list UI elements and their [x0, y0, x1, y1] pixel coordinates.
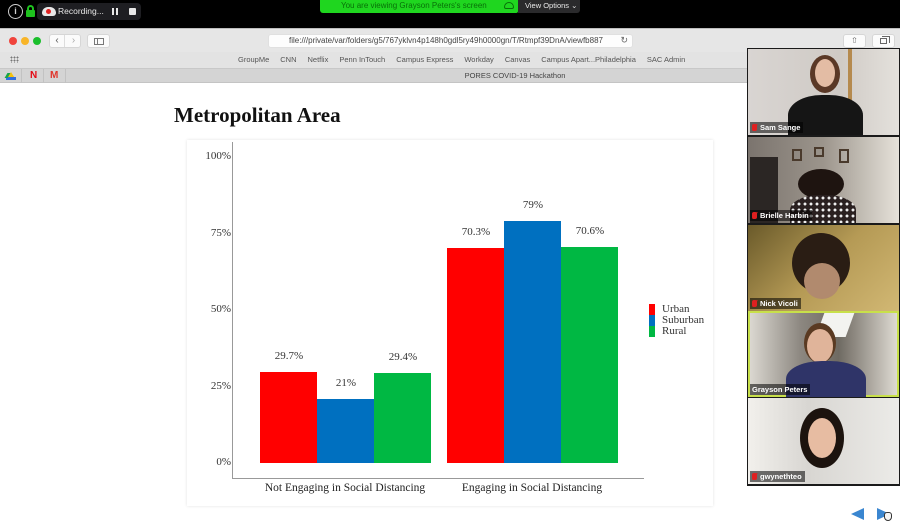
meeting-info-icon[interactable]: i	[8, 4, 23, 19]
netflix-icon: N	[30, 70, 38, 81]
nav-buttons: ‹ ›	[49, 34, 81, 48]
legend-label-rural: Rural	[662, 325, 687, 337]
sidebar-icon	[94, 38, 104, 45]
pause-recording-button[interactable]	[112, 8, 118, 15]
bar-label: 29.4%	[388, 351, 418, 364]
video-tile-grayson-peters[interactable]: Grayson Peters	[748, 311, 899, 397]
cloud-icon	[504, 2, 514, 9]
bar-rural-not-engaging	[374, 373, 431, 463]
participant-name: Brielle Harbin	[750, 210, 812, 221]
view-options-label: View Options ⌄	[525, 1, 578, 10]
pinned-tab-google-drive[interactable]	[0, 69, 22, 83]
bar-label: 70.6%	[575, 224, 605, 237]
previous-page-arrow-icon[interactable]	[851, 508, 864, 520]
reload-icon[interactable]: ↻	[620, 35, 628, 45]
sidebar-toggle-button[interactable]	[87, 34, 110, 48]
address-bar[interactable]: file:///private/var/folders/g5/767yklvn4…	[268, 34, 633, 48]
bookmark-canvas[interactable]: Canvas	[504, 55, 531, 64]
bookmark-groupme[interactable]: GroupMe	[238, 55, 270, 64]
bar-suburban-engaging	[504, 221, 561, 463]
encryption-lock-icon[interactable]	[26, 5, 35, 17]
muted-mic-icon	[752, 124, 757, 131]
legend-label-suburban: Suburban	[662, 314, 705, 326]
y-tick-100: 100%	[205, 150, 231, 162]
pinned-tab-netflix[interactable]: N	[22, 69, 44, 83]
video-tile-brielle-harbin[interactable]: Brielle Harbin	[748, 137, 899, 223]
participant-name: Sam Sange	[750, 122, 804, 133]
bookmarks-list: GroupMe CNN Netflix Penn InTouch Campus …	[238, 55, 696, 64]
browser-toolbar: ‹ › file:///private/var/folders/g5/767yk…	[0, 28, 900, 52]
recording-indicator: Recording...	[37, 3, 141, 20]
close-window-button[interactable]	[9, 37, 17, 45]
forward-button[interactable]: ›	[71, 35, 76, 46]
back-button[interactable]: ‹	[50, 35, 65, 47]
video-tile-sam-sange[interactable]: Sam Sange	[748, 49, 899, 135]
legend-swatch-urban	[649, 304, 655, 315]
zoom-top-bar: i Recording... You are viewing Grayson P…	[0, 0, 900, 28]
stop-recording-button[interactable]	[129, 8, 136, 15]
muted-mic-icon	[752, 300, 757, 307]
participant-name: Nick Vicoli	[750, 298, 801, 309]
bookmark-netflix[interactable]: Netflix	[307, 55, 329, 64]
y-axis	[232, 142, 233, 478]
muted-mic-icon	[752, 473, 757, 480]
page-title: Metropolitan Area	[174, 103, 341, 127]
y-tick-0: 0%	[216, 456, 231, 468]
x-axis	[232, 478, 644, 479]
google-drive-icon	[6, 72, 16, 80]
fullscreen-window-button[interactable]	[33, 37, 41, 45]
bar-label: 21%	[335, 376, 357, 389]
bar-chart: 100% 75% 50% 25% 0% 29.7% 21% 29.4% 70.3…	[187, 140, 713, 506]
bar-label: 70.3%	[461, 225, 491, 238]
legend-label-urban: Urban	[662, 303, 690, 315]
bar-label: 79%	[522, 199, 544, 212]
gmail-icon: M	[50, 70, 59, 81]
y-tick-75: 75%	[210, 227, 231, 239]
bookmark-workday[interactable]: Workday	[464, 55, 494, 64]
y-tick-50: 50%	[210, 303, 231, 315]
muted-mic-icon	[752, 212, 757, 219]
participant-name: gwynethteo	[750, 471, 805, 482]
cloud-record-icon	[42, 7, 56, 16]
chart-plot-area: 100% 75% 50% 25% 0% 29.7% 21% 29.4% 70.3…	[187, 140, 713, 506]
share-button[interactable]: ⇧	[843, 34, 866, 48]
bar-label: 29.7%	[274, 350, 304, 363]
video-tile-nick-vicoli[interactable]: Nick Vicoli	[748, 225, 899, 311]
bookmark-campus-apartments[interactable]: Campus Apart...Philadelphia	[541, 55, 636, 64]
screen-share-banner: You are viewing Grayson Peters's screen	[320, 0, 518, 13]
recording-label: Recording...	[58, 6, 104, 16]
favorites-grid-icon[interactable]	[10, 56, 19, 63]
tab-bar: N M PORES COVID-19 Hackathon	[0, 68, 900, 83]
x-category-not-engaging: Not Engaging in Social Distancing	[264, 482, 426, 494]
video-tile-gwynethteo[interactable]: gwynethteo	[748, 398, 899, 484]
hand-cursor-icon	[884, 512, 892, 521]
tab-overview-button[interactable]	[872, 34, 895, 48]
legend-swatch-suburban	[649, 315, 655, 326]
bookmark-sac-admin[interactable]: SAC Admin	[646, 55, 686, 64]
url-text: file:///private/var/folders/g5/767yklvn4…	[289, 36, 603, 45]
view-options-button[interactable]: View Options ⌄	[518, 0, 580, 13]
bar-suburban-not-engaging	[317, 398, 374, 463]
participant-name: Grayson Peters	[750, 384, 811, 395]
pinned-tab-gmail[interactable]: M	[44, 69, 66, 83]
share-banner-text: You are viewing Grayson Peters's screen	[341, 1, 487, 10]
y-tick-25: 25%	[210, 380, 231, 392]
bookmark-penn-intouch[interactable]: Penn InTouch	[339, 55, 386, 64]
legend-swatch-rural	[649, 326, 655, 337]
active-tab-title[interactable]: PORES COVID-19 Hackathon	[464, 71, 566, 80]
bar-urban-engaging	[447, 247, 504, 463]
bookmark-campus-express[interactable]: Campus Express	[396, 55, 454, 64]
bar-urban-not-engaging	[260, 372, 317, 463]
x-category-engaging: Engaging in Social Distancing	[461, 482, 603, 494]
minimize-window-button[interactable]	[21, 37, 29, 45]
tabs-icon	[880, 36, 890, 44]
bookmarks-bar: GroupMe CNN Netflix Penn InTouch Campus …	[0, 52, 900, 68]
participants-video-panel: Sam Sange Brielle Harbin Nick Vicoli Gra…	[747, 48, 900, 486]
bookmark-cnn[interactable]: CNN	[280, 55, 297, 64]
bar-rural-engaging	[561, 246, 618, 463]
